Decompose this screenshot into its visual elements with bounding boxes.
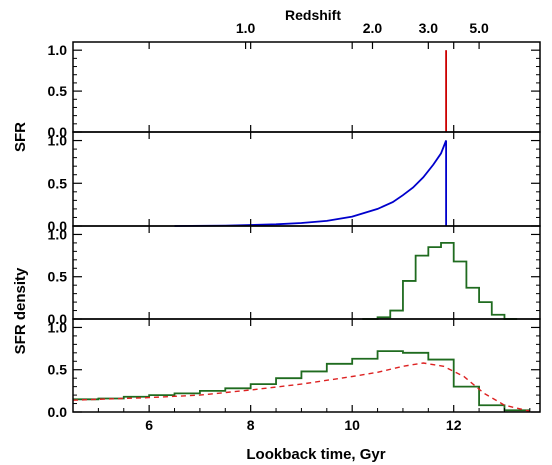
top-axis-title: Redshift: [285, 7, 341, 23]
series-line-exponential-0: [174, 140, 447, 227]
x-axis-title: Lookback time, Gyr: [246, 446, 385, 463]
y-tick-label: 1.0: [48, 226, 68, 242]
x-tick-label: 12: [446, 417, 462, 433]
y-tick-label: 0.0: [48, 311, 68, 327]
panel-frame-histogram-broad: [72, 318, 541, 413]
panel-exponential: 0.0 0.5 1.0: [48, 131, 541, 234]
panel-frame-exponential: [72, 131, 541, 227]
redshift-tick-label: 5.0: [469, 20, 489, 36]
y-tick-label: 0.0: [48, 124, 68, 140]
series-line-histogram-broad-0: [73, 350, 530, 412]
y-tick-label: 1.0: [48, 133, 68, 149]
panel-histogram-narrow: 0.0 0.5 1.0: [48, 225, 541, 327]
y-tick-label: 0.5: [48, 269, 68, 285]
y-tick-label: 0.5: [48, 362, 68, 378]
y-tick-label: 0.5: [48, 83, 68, 99]
series-line-histogram-narrow-0: [362, 242, 518, 320]
bottom-axis: 6 8 10 12: [97, 408, 531, 433]
y-axis-title-sfr-density: SFR density: [12, 267, 29, 354]
series-line-histogram-broad-1: [72, 362, 530, 412]
y-tick-label: 0.0: [48, 404, 68, 420]
plot-area: 0.00.51.00.00.51.00.00.51.00.00.51.0: [48, 41, 541, 420]
redshift-tick-label: 3.0: [419, 20, 439, 36]
y-axis-title-sfr: SFR: [12, 122, 29, 152]
redshift-tick-label: 1.0: [236, 20, 256, 36]
y-tick-label: 1.0: [48, 42, 68, 58]
x-tick-label: 6: [145, 417, 153, 433]
panel-frame-histogram-narrow: [72, 225, 541, 320]
top-axis: 1.0 2.0 3.0 5.0: [236, 20, 489, 49]
y-tick-label: 0.0: [48, 218, 68, 234]
x-tick-label: 10: [344, 417, 360, 433]
panel-frame-burst: [72, 41, 541, 133]
panel-histogram-broad: 0.0 0.5 1.0: [48, 318, 541, 420]
x-tick-label: 8: [247, 417, 255, 433]
redshift-tick-label: 2.0: [363, 20, 383, 36]
panel-burst: 0.0 0.5 1.0: [48, 41, 541, 140]
y-tick-label: 0.5: [48, 175, 68, 191]
y-tick-label: 1.0: [48, 319, 68, 335]
